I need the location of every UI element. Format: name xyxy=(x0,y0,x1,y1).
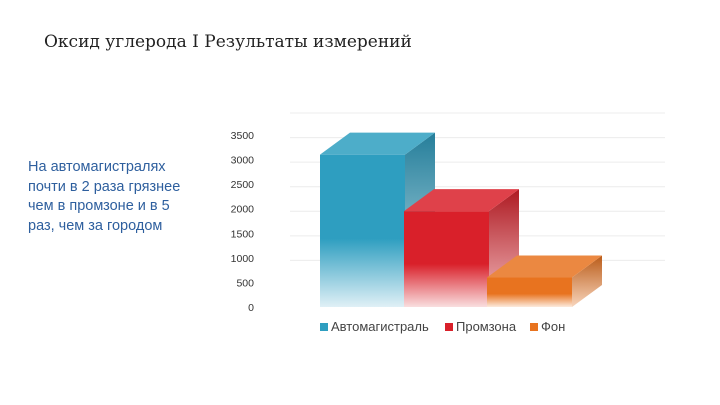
bar-2 xyxy=(404,211,489,307)
y-tick-label: 2000 xyxy=(231,204,255,216)
summary-note: На автомагистралях почти в 2 раза грязне… xyxy=(28,159,181,234)
bar-top-3 xyxy=(487,255,602,278)
y-tick-label: 1500 xyxy=(231,228,255,240)
bar-3 xyxy=(487,277,572,307)
y-tick-label: 500 xyxy=(236,277,254,289)
bar-1 xyxy=(320,154,405,307)
legend-label-1: Автомагистраль xyxy=(331,319,429,334)
y-tick-label: 3000 xyxy=(231,155,255,167)
legend-swatch-3 xyxy=(530,323,538,331)
bar-side-3 xyxy=(572,255,602,307)
y-tick-label: 2500 xyxy=(231,179,255,191)
legend-label-3: Фон xyxy=(541,319,565,334)
slide-title: Оксид углерода I Результаты измерений xyxy=(44,32,412,52)
legend-swatch-2 xyxy=(445,323,453,331)
y-tick-label: 1000 xyxy=(231,253,255,265)
legend-swatch-1 xyxy=(320,323,328,331)
bar-top-2 xyxy=(404,189,519,212)
legend-label-2: Промзона xyxy=(456,319,517,334)
y-tick-label: 3500 xyxy=(231,130,255,142)
y-tick-label: 0 xyxy=(248,302,254,314)
bar-top-1 xyxy=(320,132,435,155)
